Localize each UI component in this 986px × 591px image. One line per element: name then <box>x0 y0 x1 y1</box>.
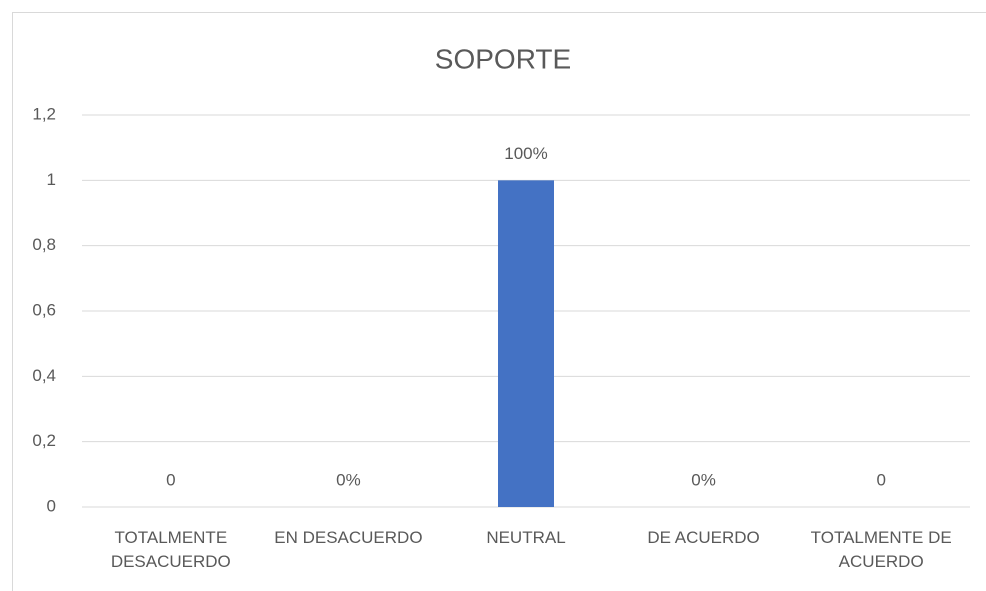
y-tick-label: 0,8 <box>32 235 56 254</box>
chart-title: SOPORTE <box>435 43 571 74</box>
x-tick-label: TOTALMENTE DE ACUERDO <box>810 528 952 571</box>
bar <box>498 180 554 508</box>
y-tick-label: 0,6 <box>32 300 56 319</box>
x-tick-label: EN DESACUERDO <box>274 528 423 547</box>
x-tick-label: NEUTRAL <box>486 528 566 547</box>
data-label: 0 <box>876 470 885 489</box>
data-label: 0% <box>691 470 716 489</box>
x-tick-label: DE ACUERDO <box>647 528 760 547</box>
data-label: 0 <box>166 470 175 489</box>
y-tick-label: 0,2 <box>32 431 56 450</box>
y-tick-label: 1,2 <box>32 104 56 123</box>
x-tick-label: TOTALMENTE DESACUERDO <box>110 528 231 571</box>
y-tick-label: 0 <box>47 496 56 515</box>
data-label: 0% <box>336 470 361 489</box>
data-label: 100% <box>504 144 547 163</box>
y-tick-label: 1 <box>47 170 56 189</box>
y-tick-label: 0,4 <box>32 366 56 385</box>
